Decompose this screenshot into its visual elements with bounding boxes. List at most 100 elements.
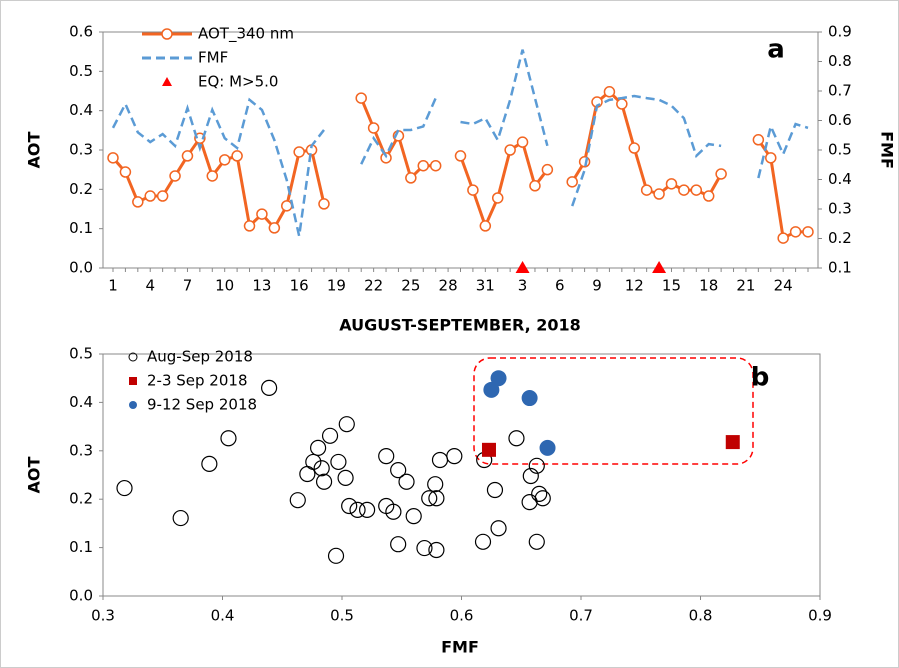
data-point bbox=[490, 370, 507, 387]
data-point bbox=[405, 172, 417, 184]
x-tick-label: 21 bbox=[736, 277, 755, 295]
data-point bbox=[156, 190, 169, 202]
data-point bbox=[181, 150, 194, 162]
y2-axis-title: FMF bbox=[878, 131, 897, 169]
data-point bbox=[802, 226, 814, 238]
legend-marker bbox=[129, 401, 137, 409]
x-tick-label: 0.4 bbox=[211, 607, 235, 625]
data-point bbox=[725, 435, 740, 450]
data-point bbox=[715, 168, 727, 180]
data-point bbox=[327, 547, 345, 564]
y2-tick-label: 0.9 bbox=[828, 23, 852, 41]
legend-marker bbox=[129, 377, 137, 385]
data-point bbox=[628, 142, 640, 154]
x-tick-label: 0.3 bbox=[91, 607, 115, 625]
data-point bbox=[474, 533, 492, 550]
y-tick-label: 0.4 bbox=[69, 101, 93, 119]
data-point bbox=[428, 490, 445, 507]
x-tick-label: 19 bbox=[327, 277, 346, 295]
data-point bbox=[293, 146, 305, 158]
y2-tick-label: 0.3 bbox=[828, 200, 852, 218]
data-point bbox=[539, 439, 556, 456]
x-tick-label: 15 bbox=[662, 277, 681, 295]
data-point bbox=[640, 184, 653, 196]
data-point bbox=[349, 501, 366, 518]
data-point bbox=[534, 490, 551, 507]
data-point bbox=[490, 520, 507, 537]
data-point bbox=[337, 469, 354, 487]
x-tick-label: 22 bbox=[364, 277, 383, 295]
data-point bbox=[522, 467, 539, 485]
data-point bbox=[491, 192, 504, 204]
data-point bbox=[281, 200, 293, 212]
series-line bbox=[111, 49, 809, 237]
x-tick-label: 7 bbox=[183, 277, 193, 295]
data-point bbox=[206, 170, 219, 182]
data-point bbox=[378, 448, 395, 465]
x-tick-label: 25 bbox=[401, 277, 420, 295]
data-point bbox=[616, 98, 628, 110]
data-point bbox=[390, 462, 407, 479]
y-tick-label: 0.3 bbox=[69, 441, 93, 459]
data-point bbox=[315, 473, 333, 490]
legend-label: AOT_340 nm bbox=[198, 25, 294, 44]
x-tick-label: 4 bbox=[145, 277, 155, 295]
data-point bbox=[508, 430, 525, 447]
data-point bbox=[405, 508, 422, 525]
y-tick-label: 0.4 bbox=[69, 393, 93, 411]
data-point bbox=[516, 136, 529, 148]
data-point bbox=[665, 178, 678, 190]
data-point bbox=[358, 501, 376, 518]
panel-label: b bbox=[751, 363, 770, 393]
data-point bbox=[416, 539, 433, 557]
data-point bbox=[521, 390, 538, 407]
data-point bbox=[201, 455, 218, 472]
data-point bbox=[119, 166, 132, 178]
data-point bbox=[678, 184, 690, 196]
data-point bbox=[541, 163, 554, 176]
data-point bbox=[789, 226, 802, 238]
data-point bbox=[428, 541, 445, 559]
legend-label: 2-3 Sep 2018 bbox=[147, 372, 247, 390]
data-point bbox=[481, 442, 496, 457]
y2-tick-label: 0.7 bbox=[828, 82, 852, 100]
data-point bbox=[313, 460, 330, 477]
y-tick-label: 0.1 bbox=[69, 219, 93, 237]
data-point bbox=[132, 196, 144, 208]
y-tick-label: 0.5 bbox=[69, 345, 93, 363]
y-tick-label: 0.6 bbox=[69, 23, 93, 41]
y-tick-label: 0.5 bbox=[69, 62, 93, 80]
data-point bbox=[220, 430, 237, 447]
data-point bbox=[765, 152, 777, 164]
data-point bbox=[504, 144, 516, 156]
x-tick-label: 24 bbox=[774, 277, 793, 295]
y-tick-label: 0.0 bbox=[69, 259, 93, 277]
data-point bbox=[231, 150, 243, 162]
panel-label: a bbox=[767, 35, 785, 65]
data-point bbox=[752, 134, 765, 146]
x-tick-label: 1 bbox=[108, 277, 118, 295]
x-tick-label: 6 bbox=[555, 277, 565, 295]
data-point bbox=[427, 476, 444, 493]
data-point bbox=[421, 490, 438, 507]
x-tick-label: 0.7 bbox=[569, 607, 593, 625]
data-point bbox=[486, 481, 504, 499]
highlight-box bbox=[473, 357, 754, 465]
legend-marker bbox=[162, 77, 172, 86]
data-point bbox=[310, 439, 327, 456]
data-point bbox=[417, 159, 430, 172]
data-point bbox=[318, 198, 330, 210]
y2-tick-label: 0.6 bbox=[828, 111, 852, 129]
data-point bbox=[107, 152, 119, 164]
data-point bbox=[218, 154, 231, 166]
data-point bbox=[467, 184, 479, 196]
data-point bbox=[653, 188, 665, 200]
data-point bbox=[169, 170, 181, 182]
y2-tick-label: 0.4 bbox=[828, 170, 852, 188]
data-point bbox=[338, 416, 355, 433]
y2-tick-label: 0.8 bbox=[828, 52, 852, 70]
legend-label: 9-12 Sep 2018 bbox=[147, 396, 257, 414]
data-point bbox=[243, 220, 256, 232]
x-tick-label: 10 bbox=[215, 277, 234, 295]
data-point bbox=[515, 261, 530, 273]
